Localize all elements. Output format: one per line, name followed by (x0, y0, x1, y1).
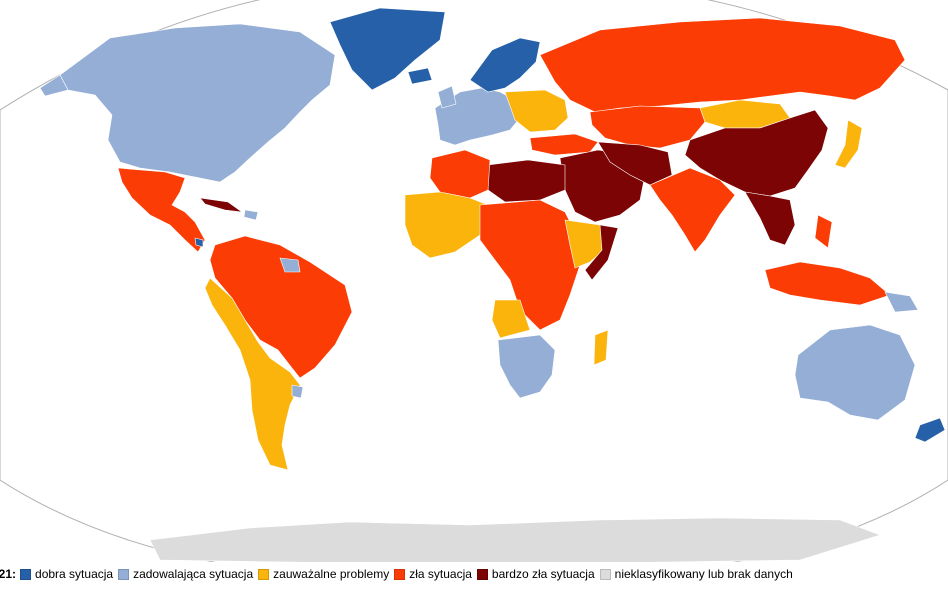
region-philippines (814, 214, 833, 249)
region-india (649, 167, 736, 253)
legend-item-very-bad: bardzo zła sytuacja (476, 567, 595, 581)
legend-item-satisfactory: zadowalająca sytuacja (118, 567, 253, 581)
region-japan (834, 119, 863, 169)
region-antarctica (149, 517, 881, 562)
legend-swatch-bad (394, 568, 406, 580)
legend-swatch-satisfactory (118, 568, 130, 580)
legend-label-no-data: nieklasyfikowany lub brak danych (614, 567, 793, 581)
region-alaska (39, 74, 69, 97)
region-south-america-north (209, 235, 353, 379)
region-west-africa (404, 191, 489, 259)
region-russia (539, 17, 906, 113)
world-map (0, 0, 948, 562)
region-cuba (199, 197, 243, 213)
region-greenland (329, 7, 446, 91)
world-map-svg (0, 0, 948, 562)
legend-label-problematic: zauważalne problemy (273, 567, 390, 581)
region-iceland (407, 67, 433, 85)
legend-swatch-no-data (599, 568, 611, 580)
region-uruguay (291, 384, 304, 399)
region-southern-africa (497, 334, 556, 399)
legend-item-good: dobra sytuacja (20, 567, 113, 581)
legend-item-bad: zła sytuacja (394, 567, 472, 581)
region-png (884, 291, 919, 313)
region-madagascar (593, 329, 609, 366)
legend-label-bad: zła sytuacja (409, 567, 472, 581)
region-guianas (279, 257, 301, 273)
legend-item-problematic: zauważalne problemy (258, 567, 389, 581)
region-caribbean (243, 209, 259, 221)
legend-label-satisfactory: zadowalająca sytuacja (133, 567, 254, 581)
region-eastern-europe (504, 89, 569, 133)
region-central-africa (479, 199, 581, 331)
region-costa-rica (194, 237, 204, 248)
legend-swatch-very-bad (476, 568, 488, 580)
region-south-america-west (204, 277, 301, 471)
region-new-zealand (914, 417, 946, 443)
region-maghreb (429, 149, 491, 199)
legend-swatch-problematic (258, 568, 270, 580)
legend-prefix: 021: (0, 567, 17, 581)
region-central-asia (589, 105, 706, 149)
region-indonesia (764, 261, 891, 306)
legend-label-good: dobra sytuacja (35, 567, 114, 581)
region-uk (437, 85, 457, 109)
region-mexico (117, 167, 206, 253)
region-north-africa (487, 159, 566, 203)
legend-item-no-data: nieklasyfikowany lub brak danych (599, 567, 793, 581)
region-scandinavia (469, 37, 541, 93)
legend-swatch-good (20, 568, 32, 580)
region-southeast-asia (744, 191, 796, 246)
region-north-america (59, 23, 336, 183)
region-somalia (584, 224, 619, 281)
region-angola (491, 299, 531, 339)
region-china (684, 109, 829, 197)
region-australia (794, 324, 916, 421)
legend: 021: dobra sytuacja zadowalająca sytuacj… (0, 563, 948, 585)
legend-label-very-bad: bardzo zła sytuacja (491, 567, 595, 581)
